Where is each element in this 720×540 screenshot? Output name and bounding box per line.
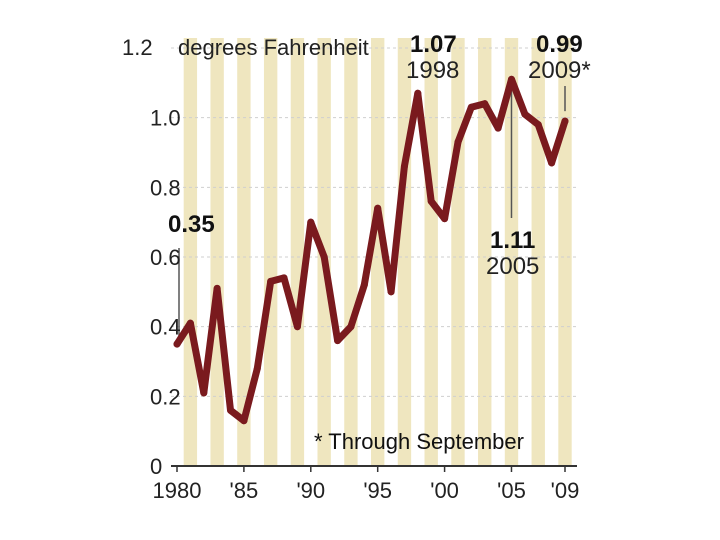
data-point-2006 bbox=[521, 110, 529, 118]
data-point-1990 bbox=[307, 218, 315, 226]
data-point-2004 bbox=[494, 124, 502, 132]
data-point-2000 bbox=[441, 215, 449, 223]
annotation-year-2005: 2005 bbox=[486, 253, 539, 280]
data-point-1982 bbox=[200, 389, 208, 397]
data-point-2003 bbox=[481, 100, 489, 108]
gridlines bbox=[171, 47, 577, 397]
data-point-1986 bbox=[253, 364, 261, 372]
year-stripes bbox=[183, 38, 572, 466]
annotation-value-1998: 1.07 bbox=[410, 31, 457, 58]
data-point-1981 bbox=[186, 319, 194, 327]
y-tick-0.6: 0.6 bbox=[150, 245, 181, 270]
data-point-1992 bbox=[334, 337, 342, 345]
year-stripe-1983 bbox=[210, 38, 224, 466]
data-point-1984 bbox=[227, 406, 235, 414]
x-tick-1985: '85 bbox=[230, 478, 259, 503]
data-point-1998 bbox=[414, 89, 422, 97]
annotation-value-2009: 0.99 bbox=[536, 31, 583, 58]
y-tick-1.0: 1.0 bbox=[150, 106, 181, 131]
y-tick-0.2: 0.2 bbox=[150, 384, 181, 409]
year-stripe-1995 bbox=[371, 38, 385, 466]
data-point-1994 bbox=[360, 281, 368, 289]
x-tick-1980: 1980 bbox=[153, 478, 202, 503]
x-tick-1990: '90 bbox=[296, 478, 325, 503]
annotation-value-1980: 0.35 bbox=[168, 211, 215, 238]
data-point-2005 bbox=[507, 75, 515, 83]
data-point-1980 bbox=[173, 340, 181, 348]
year-stripe-2003 bbox=[478, 38, 492, 466]
year-stripe-1981 bbox=[183, 38, 198, 466]
x-tick-2009: '09 bbox=[551, 478, 580, 503]
year-stripe-1999 bbox=[424, 38, 438, 466]
year-stripe-2009 bbox=[558, 38, 572, 466]
y-tick-labels: 1.0 0.8 0.6 0.4 0.2 0 1.2 bbox=[122, 35, 181, 479]
data-point-1997 bbox=[400, 162, 408, 170]
data-point-2007 bbox=[534, 121, 542, 129]
x-tick-1995: '95 bbox=[363, 478, 392, 503]
year-stripe-2001 bbox=[451, 38, 465, 466]
data-point-1999 bbox=[427, 197, 435, 205]
y-axis-unit-label: degrees Fahrenheit bbox=[178, 35, 369, 60]
y-tick-1.2: 1.2 bbox=[122, 35, 153, 60]
data-point-1991 bbox=[320, 253, 328, 261]
x-tick-2000: '00 bbox=[430, 478, 459, 503]
year-stripe-1987 bbox=[263, 38, 278, 466]
year-stripe-2007 bbox=[531, 38, 545, 466]
year-stripe-1993 bbox=[344, 38, 358, 466]
year-stripe-2005 bbox=[504, 38, 519, 466]
data-point-1983 bbox=[213, 284, 221, 292]
data-point-2002 bbox=[467, 103, 475, 111]
year-stripe-1989 bbox=[290, 38, 305, 466]
data-point-1996 bbox=[387, 288, 395, 296]
data-points bbox=[173, 75, 569, 425]
footnote: * Through September bbox=[314, 429, 524, 454]
annotation-value-2005: 1.11 bbox=[490, 227, 535, 254]
data-point-2009 bbox=[561, 117, 569, 125]
year-stripe-1985 bbox=[237, 38, 251, 466]
y-tick-0.8: 0.8 bbox=[150, 175, 181, 200]
annotation-year-2009: 2009* bbox=[528, 57, 591, 84]
annotation-year-1998: 1998 bbox=[406, 57, 459, 84]
data-point-1993 bbox=[347, 323, 355, 331]
data-point-1995 bbox=[374, 204, 382, 212]
y-tick-0: 0 bbox=[150, 454, 162, 479]
data-point-1989 bbox=[293, 323, 301, 331]
y-tick-0.4: 0.4 bbox=[150, 315, 181, 340]
year-stripe-1997 bbox=[397, 38, 412, 466]
x-tick-2005: '05 bbox=[497, 478, 526, 503]
annotation-leaders bbox=[178, 86, 566, 339]
data-point-1985 bbox=[240, 417, 248, 425]
data-point-2001 bbox=[454, 138, 462, 146]
data-point-1987 bbox=[267, 277, 275, 285]
data-point-1988 bbox=[280, 274, 288, 282]
x-tick-labels: 1980 '85 '90 '95 '00 '05 '09 bbox=[153, 466, 580, 503]
data-point-2008 bbox=[548, 159, 556, 167]
